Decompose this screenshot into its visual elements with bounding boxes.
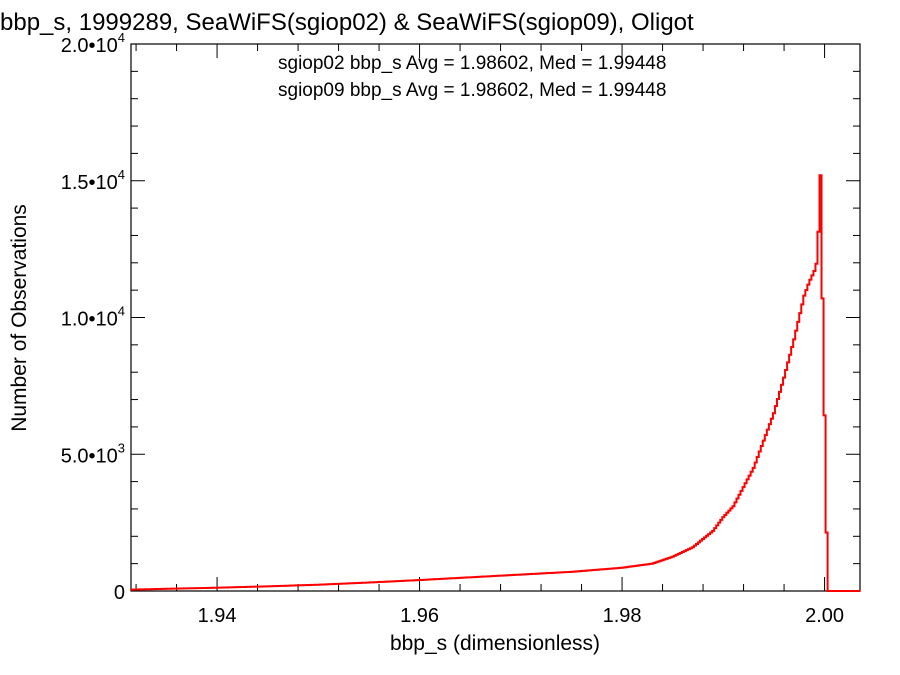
- data-point: [216, 586, 218, 589]
- histogram-series-line: [131, 174, 860, 592]
- data-point: [752, 467, 755, 469]
- data-point: [808, 281, 811, 283]
- data-point: [712, 530, 714, 532]
- x-tick-label: 2.00: [805, 605, 844, 627]
- data-point: [368, 581, 370, 584]
- data-point: [819, 174, 822, 177]
- y-tick-exponent: 4: [118, 304, 125, 319]
- data-point: [732, 505, 735, 508]
- plot-frame: [130, 43, 861, 592]
- data-point: [816, 259, 819, 261]
- data-point: [317, 583, 320, 586]
- axis-ticks: [131, 43, 860, 592]
- y-axis-label: Number of Observations: [8, 204, 31, 432]
- data-point: [773, 412, 775, 415]
- y-tick-label: 1.0•104: [61, 304, 125, 331]
- data-point: [651, 562, 654, 565]
- y-tick-mantissa: 5.0•10: [61, 445, 118, 467]
- data-point: [826, 590, 829, 592]
- data-point: [859, 590, 861, 592]
- data-point: [671, 556, 674, 558]
- y-tick-label: 0: [114, 582, 125, 604]
- data-point: [469, 576, 471, 579]
- x-axis-label: bbp_s (dimensionless): [390, 632, 600, 655]
- series-layer: [130, 174, 861, 592]
- y-tick-exponent: 4: [118, 30, 125, 45]
- data-point: [621, 566, 623, 569]
- x-tick-label: 1.96: [400, 605, 439, 627]
- y-tick-mantissa: 0: [114, 582, 125, 604]
- y-tick-label: 2.0•104: [61, 30, 125, 57]
- data-point: [266, 585, 269, 588]
- data-point: [821, 297, 824, 300]
- data-point: [803, 294, 806, 297]
- data-point: [692, 546, 694, 549]
- x-tick-labels: 1.94 1.96 1.98 2.00: [198, 605, 844, 627]
- data-point: [418, 579, 421, 581]
- y-tick-exponent: 4: [118, 167, 125, 182]
- data-point: [813, 270, 816, 272]
- y-tick-mantissa: 2.0•10: [61, 35, 118, 57]
- y-tick-exponent: 3: [118, 440, 125, 455]
- data-point: [130, 588, 132, 591]
- y-tick-label: 5.0•103: [61, 440, 125, 467]
- y-tick-label: 1.5•104: [61, 167, 125, 194]
- y-tick-mantissa: 1.0•10: [61, 309, 118, 331]
- annotation-sgiop02: sgiop02 bbp_s Avg = 1.98602, Med = 1.994…: [278, 53, 666, 74]
- data-point: [783, 376, 785, 379]
- data-point: [165, 588, 168, 590]
- data-point: [570, 571, 573, 573]
- plot-area: [130, 43, 861, 592]
- x-tick-label: 1.98: [603, 605, 642, 627]
- data-point: [520, 573, 522, 576]
- annotation-sgiop09: sgiop09 bbp_s Avg = 1.98602, Med = 1.994…: [278, 80, 666, 101]
- data-point: [742, 486, 745, 488]
- data-point: [722, 516, 725, 518]
- data-point: [793, 338, 795, 341]
- chart-title: bbp_s, 1999289, SeaWiFS(sgiop02) & SeaWi…: [0, 9, 694, 36]
- y-tick-mantissa: 1.5•10: [61, 172, 118, 194]
- x-tick-label: 1.94: [198, 605, 237, 627]
- data-point: [763, 439, 765, 442]
